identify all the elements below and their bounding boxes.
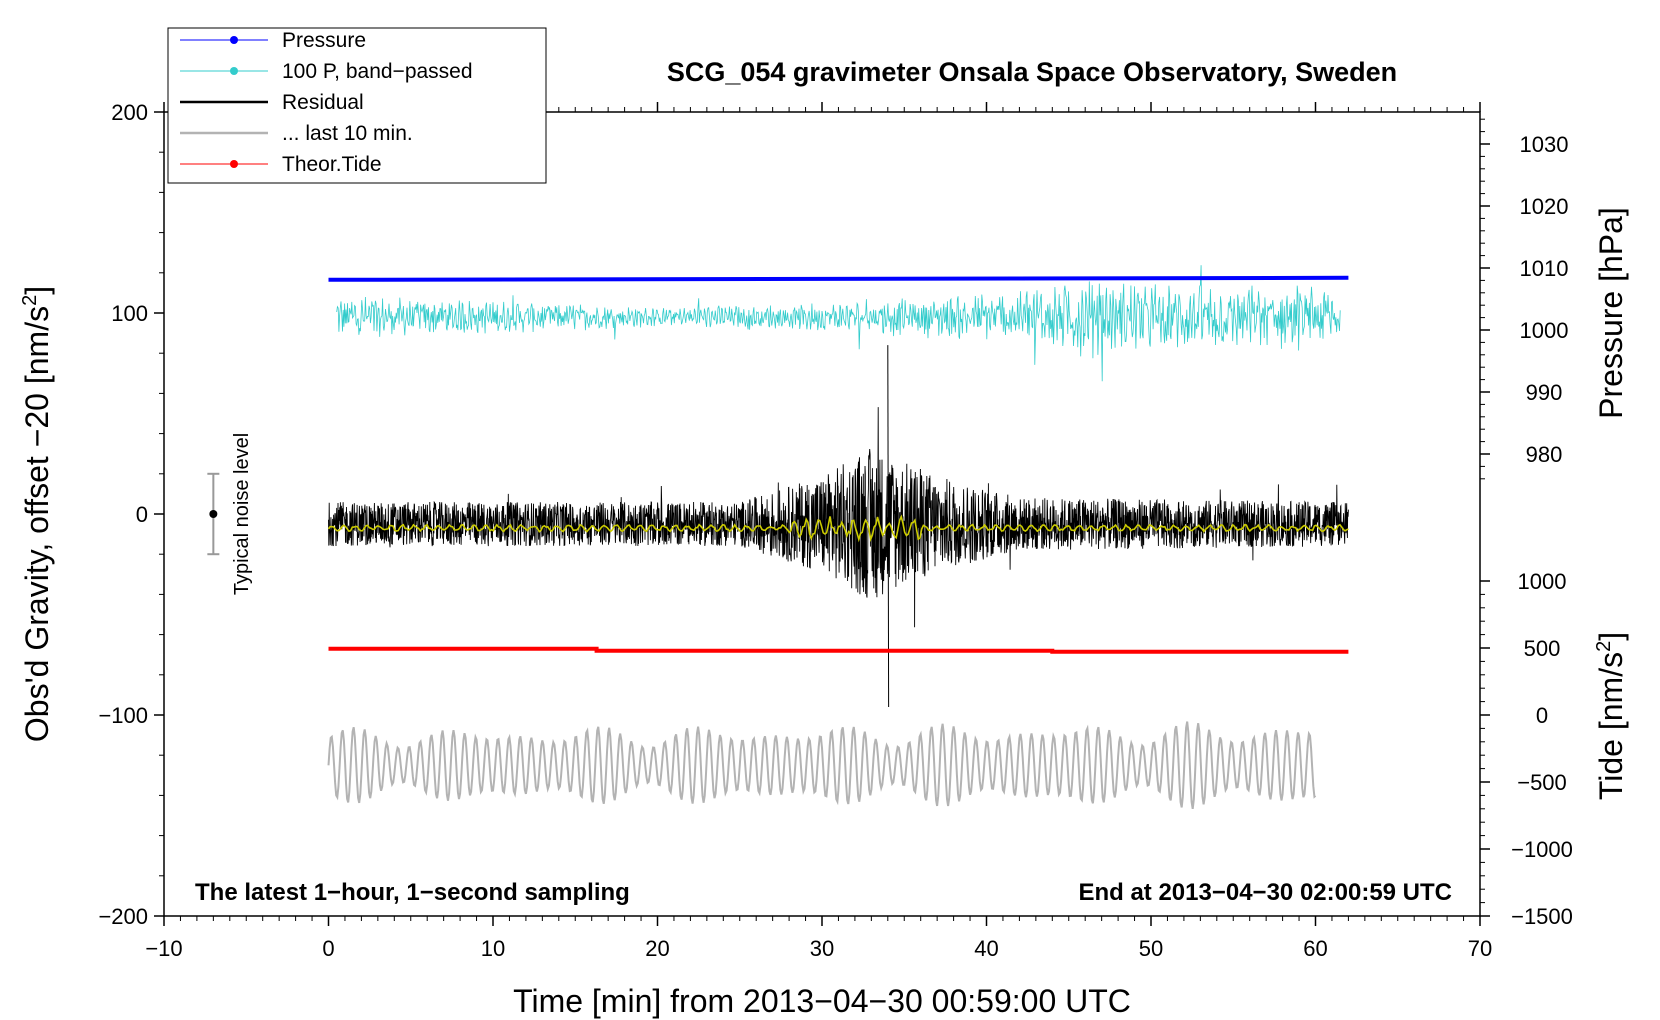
legend-label-3: ... last 10 min. (282, 122, 413, 145)
x-tick-label: 40 (974, 936, 998, 961)
y-axis-title-tide-sup: 2 (1593, 641, 1615, 652)
y-tick-label: 100 (111, 301, 148, 326)
residual-spike (887, 345, 890, 707)
y-axis-title-tide-main: Tide [nm/s (1593, 652, 1629, 800)
legend-label-4: Theor.Tide (282, 153, 382, 176)
chart-title: SCG_054 gravimeter Onsala Space Observat… (667, 57, 1397, 87)
pressure-tick-label: 1000 (1520, 318, 1569, 343)
series-residual-line (328, 407, 1349, 628)
tide-axis-ticks: −1500 −1000 −500 0 500 1000 (1480, 569, 1573, 929)
tide-tick-label: −1500 (1511, 904, 1573, 929)
pressure-axis-ticks: 980 990 1000 1010 1020 1030 (1480, 132, 1568, 467)
series-layer (327, 265, 1349, 810)
pressure-tick-label: 1020 (1520, 194, 1569, 219)
x-tick-label: 10 (481, 936, 505, 961)
series-pressure-line (328, 275, 1349, 282)
y-tick-label: 200 (111, 100, 148, 125)
series-bandpassed-pressure-line (336, 265, 1341, 382)
pressure-tick-label: 980 (1526, 442, 1563, 467)
noise-bar-dot (209, 510, 218, 518)
pressure-tick-label: 990 (1526, 380, 1563, 405)
y-axis-title-pressure: Pressure [hPa] (1593, 207, 1629, 419)
y-axis-title-tide: Tide [nm/s2] (1593, 632, 1629, 800)
series-residual-smoothed-line (327, 514, 1349, 543)
pressure-tick-label: 1030 (1520, 132, 1569, 157)
pressure-tick-label: 1010 (1520, 256, 1569, 281)
y-tick-label: −200 (98, 904, 148, 929)
legend-marker-4 (230, 160, 238, 168)
y-axis-title-gravity-sup: 2 (19, 295, 41, 306)
tide-tick-label: −500 (1517, 770, 1567, 795)
x-tick-label: 70 (1468, 936, 1492, 961)
y-axis-title-tide-end: ] (1593, 632, 1629, 641)
legend: Pressure 100 P, band−passed Residual ... la… (167, 27, 547, 184)
y-axis-title-gravity-end: ] (19, 286, 55, 295)
series-theoretical-tide-line (328, 646, 1349, 654)
legend-marker-0 (230, 36, 238, 44)
x-tick-label: 30 (810, 936, 834, 961)
y-axis-ticks: −200 −100 0 100 200 (98, 100, 164, 929)
tide-tick-label: 500 (1524, 636, 1561, 661)
legend-label-0: Pressure (282, 29, 366, 52)
legend-marker-1 (230, 67, 238, 75)
annotation-sampling: The latest 1−hour, 1−second sampling (195, 879, 630, 906)
y-axis-title-gravity-main: Obs'd Gravity, offset −20 [nm/s (19, 306, 55, 742)
x-tick-label: −10 (145, 936, 182, 961)
noise-level-indicator (207, 472, 220, 556)
tide-tick-label: 1000 (1518, 569, 1567, 594)
y-tick-label: −100 (98, 703, 148, 728)
minor-ticks (159, 107, 1485, 921)
x-tick-label: 20 (645, 936, 669, 961)
x-axis-title: Time [min] from 2013−04−30 00:59:00 UTC (513, 983, 1131, 1019)
x-tick-label: 60 (1303, 936, 1327, 961)
annotation-end-time: End at 2013−04−30 02:00:59 UTC (1078, 879, 1452, 906)
y-tick-label: 0 (136, 502, 148, 527)
legend-box (167, 27, 547, 184)
series-last-10-min-line (327, 721, 1317, 810)
legend-label-1: 100 P, band−passed (282, 60, 473, 83)
x-tick-label: 0 (322, 936, 334, 961)
x-axis-ticks: −10 0 10 20 30 40 50 60 70 (145, 102, 1492, 961)
tide-tick-label: −1000 (1511, 837, 1573, 862)
tide-tick-label: 0 (1536, 703, 1548, 728)
x-tick-label: 50 (1139, 936, 1163, 961)
noise-level-label: Typical noise level (231, 433, 253, 595)
y-axis-title-gravity: Obs'd Gravity, offset −20 [nm/s2] (19, 286, 55, 742)
legend-label-2: Residual (282, 91, 364, 114)
